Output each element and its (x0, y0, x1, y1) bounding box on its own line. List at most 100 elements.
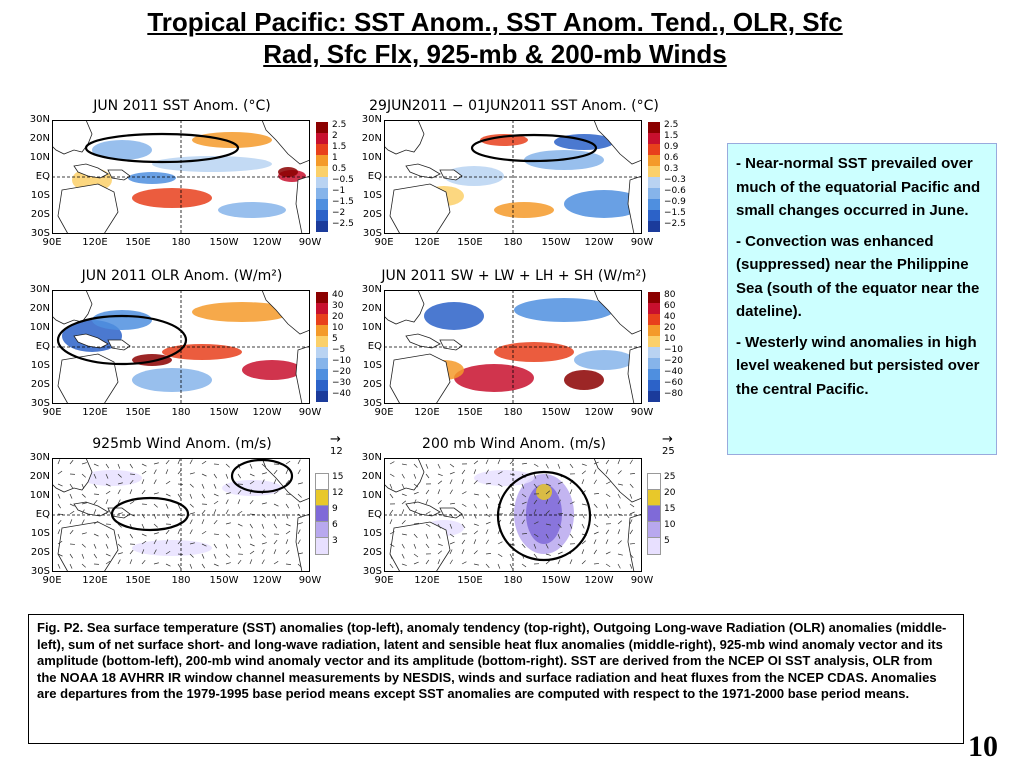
colorbar-label: 10 (664, 334, 676, 344)
wind-vector (237, 533, 241, 539)
colorbar-entry: −40 (648, 367, 690, 380)
wind-vector (617, 459, 621, 465)
colorbar-entry: −60 (648, 378, 690, 391)
colorbar-entry: −30 (316, 378, 358, 391)
wind-vector (225, 492, 231, 495)
wind-vector (153, 503, 158, 508)
wind-vector (485, 469, 489, 475)
map-svg (384, 290, 642, 404)
wind-vector (425, 499, 429, 505)
colorbar-entry: 0.5 (316, 164, 358, 177)
wind-vector (177, 553, 184, 555)
lat-tick-label: 10N (29, 490, 50, 501)
lat-tick-label: 10S (30, 190, 50, 201)
colorbar-entry: 5 (316, 334, 358, 347)
summary-textbox: - Near-normal SST prevailed over much of… (727, 143, 997, 455)
map-svg (384, 120, 642, 234)
colorbar-swatch (647, 537, 661, 555)
colorbar-label: 1.5 (664, 131, 679, 141)
colorbar-swatch (648, 122, 660, 133)
wind-vector (141, 470, 147, 475)
wind-vector (593, 523, 599, 528)
colorbar-label: −10 (664, 345, 683, 355)
wind-vector (401, 553, 405, 559)
wind-vector (165, 513, 170, 519)
colorbar-label: 12 (332, 488, 344, 498)
colorbar-entry: −10 (316, 356, 358, 369)
colorbar-label: 5 (332, 334, 338, 344)
lon-tick-label: 180 (171, 575, 191, 586)
colorbar-swatch (315, 521, 329, 539)
wind-vector (617, 483, 623, 486)
lon-tick-label: 120W (252, 407, 282, 418)
wind-vector (297, 552, 303, 555)
wind-vector (153, 562, 159, 565)
colorbar-label: −1.5 (332, 197, 354, 207)
wind-vector (189, 493, 193, 499)
colorbar-entry: 40 (648, 312, 690, 325)
wind-vector (117, 512, 123, 515)
map-title: 925mb Wind Anom. (m/s) (92, 436, 272, 452)
colorbar-swatch (316, 336, 328, 347)
wind-vector (225, 543, 229, 549)
wind-vector (497, 483, 503, 487)
wind-vector (389, 543, 395, 547)
lon-tick-label: 90E (374, 575, 394, 586)
wind-vector (497, 493, 501, 499)
anomaly-shading (132, 188, 212, 208)
wind-vector (581, 503, 587, 506)
lon-tick-label: 90E (42, 575, 62, 586)
colorbar-entry: −0.5 (316, 175, 358, 188)
colorbar-swatch (648, 347, 660, 358)
wind-vector (189, 512, 195, 515)
wind-vector (449, 463, 455, 468)
wind-vector (129, 549, 134, 555)
anomaly-shading (132, 368, 212, 392)
wind-vector (509, 493, 513, 499)
wind-vector (473, 539, 477, 545)
wind-vector (533, 521, 539, 525)
map-plot-area (52, 458, 310, 572)
wind-vector (473, 503, 477, 509)
lon-tick-label: 180 (171, 237, 191, 248)
map-title: JUN 2011 SW + LW + LH + SH (W/m²) (381, 268, 647, 284)
wind-vector (497, 471, 503, 475)
anomaly-shading (192, 302, 292, 322)
wind-vector (401, 473, 405, 479)
wind-vector (485, 493, 490, 498)
colorbar-entry: 9 (315, 504, 358, 523)
wind-vector (449, 471, 455, 475)
wind-vector (153, 492, 159, 495)
colorbar-label: 40 (332, 290, 344, 300)
coastline (439, 169, 463, 181)
wind-vector (545, 560, 550, 565)
wind-vector (213, 553, 217, 559)
wind-vector (557, 489, 561, 495)
highlight-circle (470, 133, 598, 163)
wind-vector (141, 479, 145, 485)
wind-vector (509, 553, 513, 559)
colorbar-label: 25 (664, 472, 676, 482)
wind-vector (297, 563, 302, 568)
wind-vector (237, 543, 242, 549)
wind-vector (69, 519, 73, 525)
wind-vector (201, 530, 207, 535)
wind-vector (473, 530, 479, 535)
wind-vector (141, 489, 146, 495)
wind-vector (165, 480, 171, 485)
wind-vector (569, 533, 574, 539)
wind-vector (273, 490, 279, 495)
wind-vector (545, 553, 551, 556)
wind-vector (629, 493, 633, 499)
wind-vector (189, 459, 193, 465)
wind-vector (189, 563, 193, 569)
wind-vector (237, 510, 243, 515)
wind-vector (605, 563, 611, 568)
wind-vector (449, 489, 453, 495)
map-frame (52, 458, 310, 572)
lon-tick-label: 90W (630, 237, 654, 248)
wind-vector (533, 483, 538, 489)
anomaly-shading (278, 167, 298, 177)
colorbar-swatch (316, 369, 328, 380)
wind-vector (545, 523, 551, 526)
